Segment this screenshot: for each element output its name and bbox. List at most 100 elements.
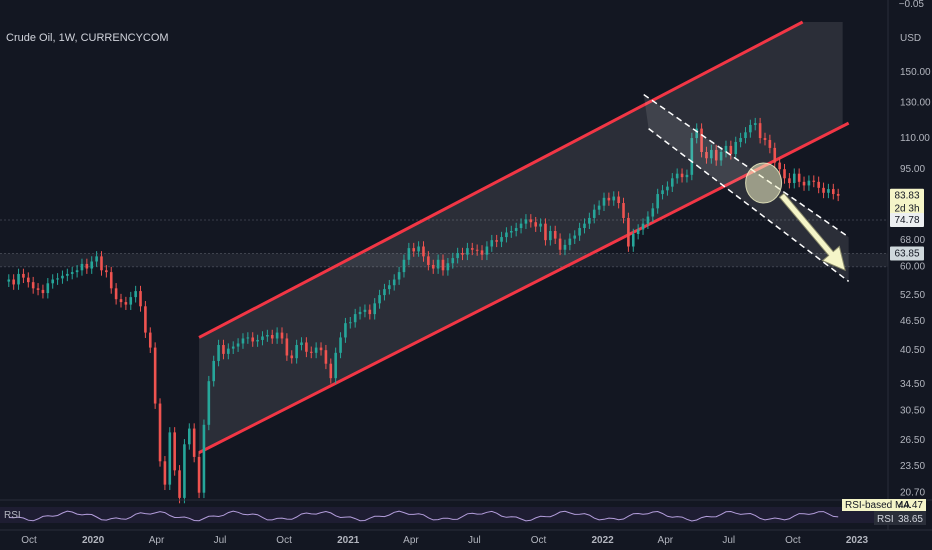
candle (431, 259, 435, 274)
candle (275, 327, 279, 344)
rsi-band (0, 507, 888, 523)
candle-body (397, 272, 401, 280)
candle (207, 375, 211, 431)
candle-body (31, 282, 35, 289)
candle (144, 301, 147, 338)
rsi-label: RSI (4, 510, 21, 521)
candle (383, 283, 386, 301)
candle (812, 175, 816, 188)
candlestick-series (7, 117, 840, 504)
candle-body (719, 152, 723, 161)
candle (412, 242, 416, 257)
candle-body (168, 432, 172, 485)
candle-body (56, 278, 59, 280)
candle (261, 331, 264, 346)
candle (485, 241, 489, 261)
time-axis[interactable]: Oct 2020 Apr Jul Oct 2021 Apr Jul Oct 2022 Apr Jul O… (0, 529, 932, 546)
candle (353, 308, 357, 328)
candle (490, 234, 494, 252)
candle (80, 258, 84, 276)
candle (236, 338, 240, 352)
candle (719, 146, 723, 166)
candle-body (724, 145, 728, 153)
candle (749, 119, 752, 138)
candle-body (456, 253, 459, 259)
candle-body (558, 238, 562, 250)
candle-body (407, 248, 411, 260)
candle-body (690, 138, 694, 175)
candle (558, 233, 562, 256)
candle-body (451, 258, 455, 264)
candle (441, 254, 445, 276)
candle (627, 212, 630, 252)
candle (666, 181, 669, 196)
candle-body (568, 238, 572, 245)
candle (836, 188, 840, 202)
price-badge-value: 83.83 (894, 191, 919, 202)
candle-body (597, 205, 601, 210)
candle-body (544, 223, 547, 241)
candle-body (358, 311, 362, 315)
candle (61, 270, 64, 284)
candle-body (534, 222, 537, 227)
candle (266, 329, 269, 342)
candle (75, 265, 79, 278)
rsi-ma-value: 44.47 (898, 500, 923, 511)
candle (27, 272, 30, 288)
time-tick-label: Jul (722, 535, 735, 546)
candle (363, 304, 367, 318)
candle-body (290, 355, 294, 359)
candle (309, 346, 313, 359)
channel-upper-line (198, 20, 804, 339)
rising-channel (198, 20, 850, 454)
candle (500, 231, 503, 248)
price-badge-value: 74.78 (894, 215, 919, 226)
candle-body (80, 263, 84, 271)
candle (549, 225, 552, 246)
candle-body (710, 149, 713, 159)
candle (192, 423, 196, 463)
candle-body (744, 132, 747, 139)
price-badge (890, 188, 924, 217)
candle (568, 233, 572, 251)
candle-body (378, 295, 381, 304)
candle-body (431, 264, 435, 269)
candle-body (314, 347, 318, 353)
candle-body (295, 345, 298, 359)
candle-body (105, 270, 108, 273)
candle (466, 242, 469, 261)
annotations (745, 162, 846, 272)
candle (592, 204, 596, 224)
candle-body (583, 223, 586, 229)
candle-body (529, 219, 533, 223)
candle (583, 218, 586, 234)
candle (714, 144, 718, 166)
candle-body (309, 351, 313, 353)
candle-body (319, 347, 323, 351)
candle (588, 212, 591, 230)
candle-body (661, 190, 664, 195)
candle (675, 168, 679, 184)
candle-body (700, 128, 703, 153)
candle (607, 192, 611, 206)
candle (153, 342, 157, 409)
candle (95, 251, 98, 267)
price-axis[interactable]: −0.05 USD 150.00 130.00 110.00 95.00 68.00 60.0… (842, 0, 931, 530)
rsi-line (8, 510, 839, 522)
candle-body (236, 343, 240, 347)
candle (12, 274, 15, 290)
candle (373, 298, 376, 320)
price-tick-label: 23.50 (900, 461, 925, 472)
time-tick-label: 2022 (591, 535, 614, 546)
candle-body (241, 338, 245, 344)
candle (368, 304, 372, 320)
candle (402, 254, 406, 278)
highlight-circle (745, 162, 783, 204)
candle (631, 228, 635, 252)
candle (241, 333, 245, 349)
candle (753, 117, 757, 131)
candle (510, 225, 513, 238)
candle (685, 169, 689, 183)
price-badge (890, 212, 924, 227)
